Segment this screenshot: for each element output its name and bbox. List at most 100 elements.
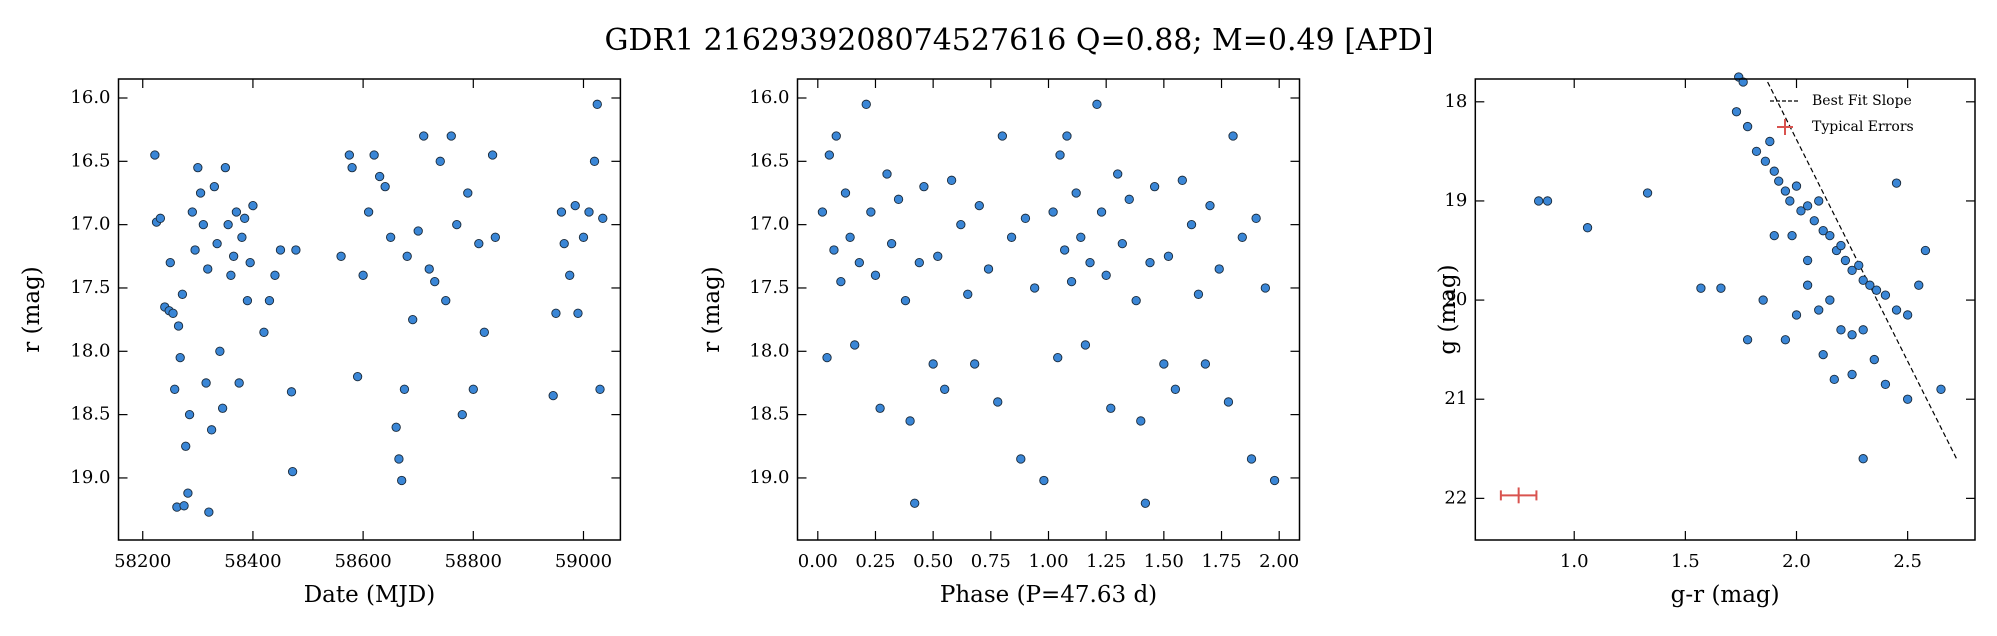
data-point bbox=[1696, 283, 1706, 293]
data-point bbox=[264, 295, 275, 306]
data-point bbox=[1085, 257, 1095, 268]
data-point bbox=[974, 200, 984, 211]
data-point bbox=[933, 251, 943, 261]
data-point bbox=[1765, 136, 1775, 147]
data-point bbox=[1186, 219, 1197, 230]
data-point bbox=[1163, 251, 1174, 261]
data-point bbox=[997, 131, 1008, 141]
data-point bbox=[1880, 379, 1891, 390]
data-point bbox=[201, 378, 211, 388]
y-tick-label: 16.5 bbox=[70, 150, 110, 171]
y-tick-label: 18.0 bbox=[70, 340, 110, 361]
data-point bbox=[1131, 295, 1141, 306]
data-point bbox=[184, 409, 195, 420]
data-point bbox=[1731, 107, 1742, 117]
data-point bbox=[1642, 188, 1653, 198]
data-point bbox=[1016, 454, 1026, 464]
x-tick-label: 58200 bbox=[114, 551, 171, 572]
data-point bbox=[228, 251, 239, 261]
data-point bbox=[479, 327, 489, 337]
data-point bbox=[817, 207, 828, 217]
data-point bbox=[408, 314, 418, 325]
data-point bbox=[198, 219, 208, 230]
data-point bbox=[1246, 454, 1257, 464]
data-point bbox=[270, 270, 280, 280]
data-point bbox=[1738, 77, 1748, 87]
data-point bbox=[1159, 359, 1169, 369]
x-tick-label: 2.5 bbox=[1893, 551, 1922, 572]
x-axis-label: Date (MJD) bbox=[304, 582, 435, 608]
data-point bbox=[399, 384, 410, 394]
y-tick-label: 16.0 bbox=[70, 87, 110, 108]
data-point bbox=[286, 387, 297, 397]
data-point bbox=[1802, 255, 1813, 266]
data-point bbox=[840, 188, 851, 198]
data-point bbox=[882, 169, 892, 179]
data-point bbox=[570, 200, 580, 211]
data-point bbox=[374, 171, 385, 182]
data-point bbox=[914, 257, 924, 268]
data-point bbox=[168, 308, 178, 318]
data-point bbox=[1791, 181, 1802, 191]
data-point bbox=[1260, 283, 1271, 293]
y-tick-label: 17.5 bbox=[749, 277, 789, 298]
data-point bbox=[380, 182, 390, 192]
data-point bbox=[970, 359, 980, 369]
data-point bbox=[1076, 232, 1086, 242]
data-point bbox=[845, 232, 855, 242]
data-point bbox=[220, 163, 231, 173]
data-point bbox=[1854, 260, 1864, 271]
data-point bbox=[1880, 290, 1891, 300]
y-tick-label: 21 bbox=[1444, 388, 1467, 409]
data-point bbox=[237, 232, 247, 242]
data-point bbox=[173, 321, 184, 331]
data-point bbox=[866, 207, 876, 217]
data-point bbox=[565, 270, 575, 280]
y-tick-label: 18 bbox=[1444, 91, 1467, 112]
x-tick-label: 0.00 bbox=[798, 551, 838, 572]
data-point bbox=[993, 397, 1003, 407]
data-point bbox=[886, 238, 897, 249]
data-point bbox=[1814, 305, 1824, 315]
x-tick-label: 0.25 bbox=[855, 551, 895, 572]
data-point bbox=[900, 295, 911, 306]
y-tick-label: 19.0 bbox=[70, 467, 110, 488]
data-point bbox=[386, 232, 396, 242]
data-point bbox=[1140, 498, 1151, 508]
panel: 0.00 0.25 0.50 0.75 1.00 1.25 1.50 1.75 2.00 16.0… bbox=[699, 78, 1301, 608]
plot-frame bbox=[1474, 78, 1976, 541]
y-axis-label: r (mag) bbox=[19, 266, 45, 353]
data-point bbox=[1006, 232, 1017, 242]
data-point bbox=[1936, 384, 1946, 394]
x-tick-label: 2.0 bbox=[1782, 551, 1811, 572]
data-point bbox=[242, 295, 253, 306]
data-point bbox=[1769, 230, 1779, 241]
x-tick-label: 58400 bbox=[224, 551, 281, 572]
data-point bbox=[1039, 475, 1049, 486]
data-point bbox=[1055, 150, 1065, 160]
data-point bbox=[1825, 295, 1835, 305]
data-point bbox=[435, 156, 445, 166]
y-axis-label: g (mag) bbox=[1435, 264, 1461, 354]
data-point bbox=[248, 200, 258, 211]
data-point bbox=[203, 264, 213, 274]
data-point bbox=[1716, 283, 1726, 293]
data-point bbox=[548, 390, 558, 401]
data-point bbox=[463, 188, 473, 198]
data-point bbox=[419, 131, 429, 141]
x-axis-label: g-r (mag) bbox=[1671, 582, 1780, 608]
y-tick-label: 17.0 bbox=[749, 214, 789, 235]
data-point bbox=[1758, 295, 1768, 305]
x-tick-label: 1.50 bbox=[1144, 551, 1184, 572]
data-point bbox=[212, 238, 222, 249]
data-point bbox=[215, 346, 225, 356]
data-point bbox=[347, 163, 357, 173]
data-point bbox=[287, 466, 298, 477]
data-point bbox=[1124, 194, 1134, 204]
data-point bbox=[1920, 245, 1931, 256]
x-tick-label: 0.75 bbox=[971, 551, 1011, 572]
data-point bbox=[1902, 394, 1913, 404]
data-point bbox=[1214, 264, 1224, 274]
data-point bbox=[578, 232, 589, 242]
data-point bbox=[1865, 280, 1875, 290]
